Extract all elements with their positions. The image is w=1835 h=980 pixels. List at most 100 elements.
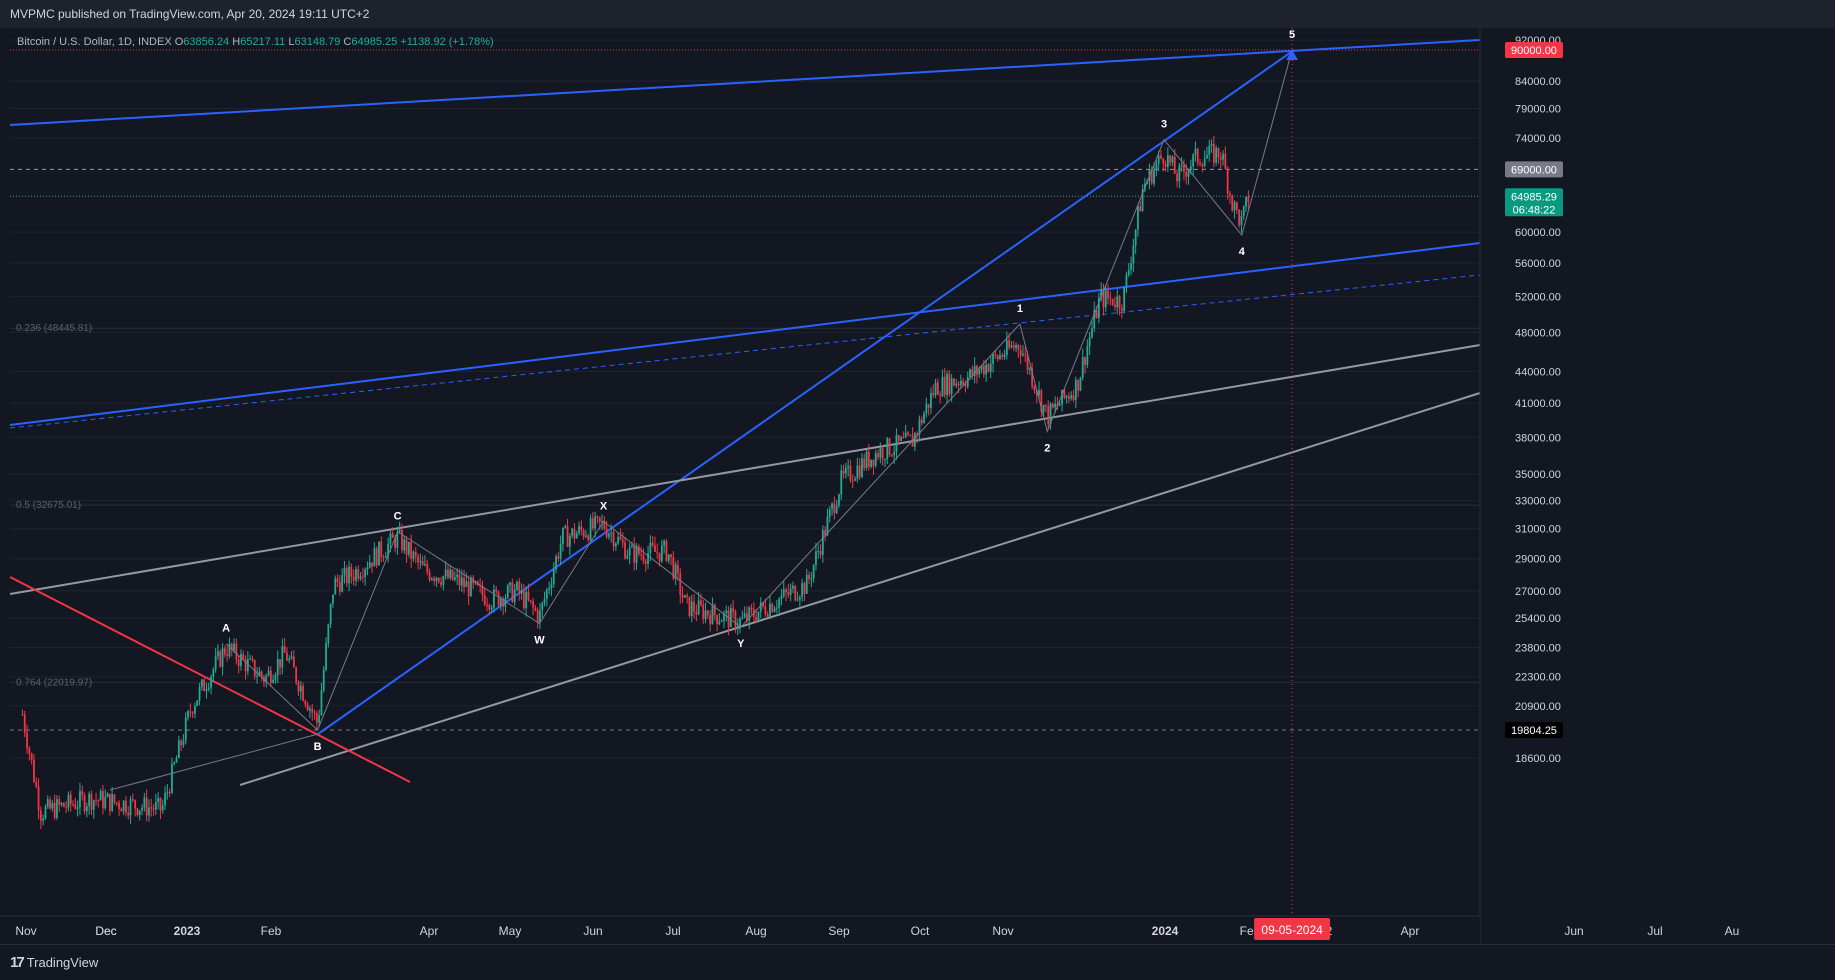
symbol-name[interactable]: Bitcoin / U.S. Dollar, 1D, INDEX	[17, 36, 172, 48]
candle	[805, 568, 808, 594]
candle-body	[387, 543, 390, 557]
candle	[513, 583, 516, 606]
candle	[56, 794, 58, 820]
candle	[483, 588, 486, 607]
candle	[1070, 391, 1073, 401]
candle-body	[1065, 396, 1068, 398]
candle	[120, 807, 123, 812]
candle-body	[37, 786, 40, 811]
candle	[327, 623, 330, 648]
candle-body	[585, 535, 587, 537]
candle	[35, 777, 38, 789]
candle-body	[141, 807, 143, 811]
candle-body	[1100, 290, 1103, 298]
candle-body	[672, 557, 675, 579]
chart-area[interactable]: 0.236 (48445.81) 0.5 (32675.01) 0.764 (220…	[0, 28, 1835, 944]
candle	[391, 527, 394, 538]
candle-body	[1077, 379, 1080, 391]
candle	[897, 434, 900, 446]
candle-body	[1206, 154, 1208, 159]
candle	[320, 682, 323, 717]
candle	[495, 586, 498, 595]
candle-body	[1010, 345, 1013, 348]
candle-body	[1079, 377, 1082, 391]
time-tick-label: Apr	[1401, 924, 1420, 938]
candle	[118, 800, 120, 817]
candle-body	[789, 588, 792, 595]
candle	[481, 580, 484, 602]
candle	[1219, 151, 1222, 169]
candle	[141, 804, 143, 816]
tradingview-logo[interactable]: 17 TradingView	[10, 954, 98, 971]
candle	[267, 666, 270, 677]
candle-body	[1134, 229, 1137, 246]
candle-body	[573, 528, 576, 539]
candle	[573, 523, 576, 544]
candle-body	[389, 533, 392, 544]
candle-body	[1111, 298, 1114, 305]
candle	[414, 546, 417, 564]
candle-body	[125, 800, 127, 813]
candle-body	[371, 562, 373, 567]
candle-body	[527, 591, 530, 601]
candle-body	[338, 582, 341, 592]
candle	[152, 804, 155, 817]
candle	[1077, 379, 1080, 398]
candle	[1031, 362, 1034, 390]
candle-body	[207, 687, 210, 690]
candle	[173, 761, 176, 766]
candle	[660, 539, 663, 564]
candle	[37, 778, 40, 820]
candle	[364, 567, 367, 586]
candle-body	[1155, 163, 1158, 170]
candle	[189, 703, 192, 718]
candle	[950, 373, 953, 403]
candle	[587, 533, 590, 543]
candle	[557, 552, 560, 563]
candle	[412, 550, 415, 563]
candle-body	[426, 563, 429, 572]
candle	[1192, 153, 1195, 175]
candle-body	[228, 643, 231, 657]
candle	[1127, 262, 1130, 278]
candle-body	[1160, 155, 1162, 159]
candle-body	[764, 606, 767, 615]
candle	[1114, 297, 1116, 311]
candle-body	[150, 807, 153, 809]
candle-body	[306, 704, 309, 711]
candle-body	[164, 793, 166, 806]
candle-body	[580, 526, 583, 531]
candle-body	[1242, 206, 1245, 217]
candle	[403, 536, 406, 554]
candle	[74, 797, 77, 810]
candle-body	[996, 355, 999, 360]
candle-body	[384, 556, 387, 558]
candle	[297, 679, 300, 697]
candle	[1171, 155, 1174, 167]
candle-body	[863, 458, 866, 469]
price-chart[interactable]: 0.236 (48445.81) 0.5 (32675.01) 0.764 (220…	[0, 28, 1835, 944]
candle-body	[651, 542, 654, 546]
candle-body	[872, 459, 875, 466]
candle-body	[180, 740, 183, 746]
candle-body	[470, 577, 472, 597]
candle	[559, 535, 562, 566]
candle-body	[1001, 355, 1004, 357]
candle	[212, 667, 215, 683]
candle-body	[838, 494, 840, 506]
candle-body	[246, 659, 249, 672]
open-value: 63856.24	[183, 36, 230, 48]
candle	[1199, 158, 1201, 167]
candle-body	[693, 601, 695, 612]
candle	[49, 796, 51, 810]
candle-body	[421, 560, 424, 566]
candle	[1224, 146, 1227, 170]
candle-body	[702, 604, 705, 620]
candle-body	[766, 614, 769, 617]
candle-body	[1153, 169, 1155, 184]
candle-body	[621, 539, 624, 543]
price-tick-label: 79000.00	[1515, 104, 1561, 116]
candle-body	[971, 369, 974, 377]
candle	[614, 542, 617, 551]
candle-body	[1022, 353, 1024, 356]
